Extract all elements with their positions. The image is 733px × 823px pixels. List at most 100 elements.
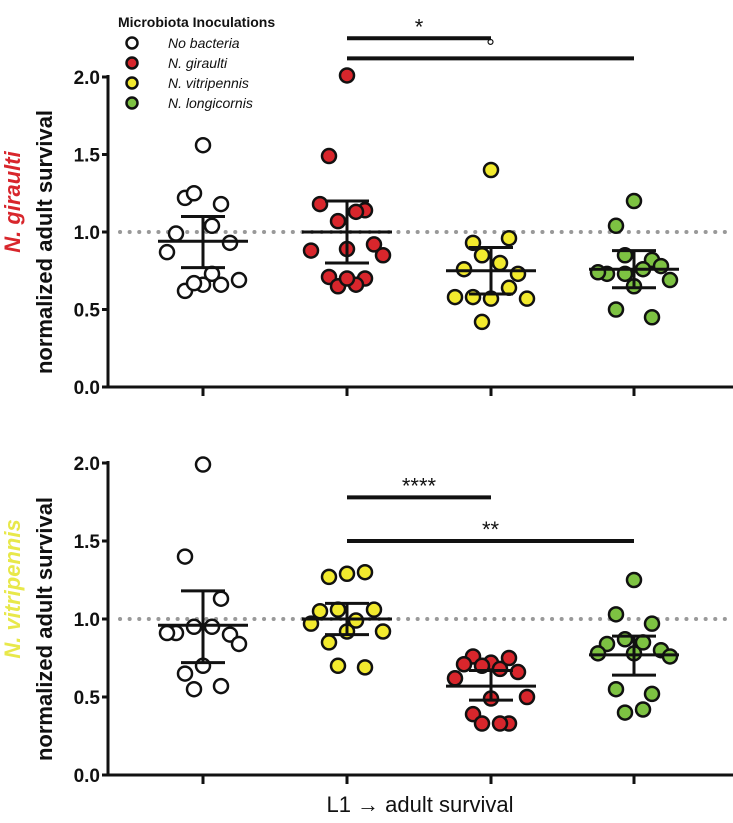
data-point bbox=[212, 276, 230, 293]
data-point bbox=[203, 217, 221, 235]
legend-item-label: N. longicornis bbox=[168, 95, 253, 111]
data-point bbox=[652, 257, 670, 275]
data-point bbox=[302, 242, 320, 259]
significance-label: **** bbox=[402, 473, 437, 498]
data-point bbox=[185, 680, 203, 698]
data-point bbox=[311, 602, 329, 620]
y-axis-label: normalized adult survival bbox=[32, 110, 57, 374]
data-point bbox=[329, 657, 347, 675]
data-point bbox=[625, 192, 643, 210]
data-point bbox=[176, 548, 194, 565]
data-point bbox=[356, 659, 374, 676]
group-n-giraulti bbox=[446, 648, 536, 732]
species-label: N. giraulti bbox=[0, 150, 25, 252]
data-point bbox=[455, 655, 473, 673]
y-tick-label: 0.5 bbox=[74, 301, 101, 322]
data-point bbox=[589, 264, 607, 281]
data-point bbox=[509, 265, 527, 283]
data-point bbox=[356, 563, 374, 581]
y-tick-label: 1.0 bbox=[74, 223, 100, 244]
data-point bbox=[491, 254, 509, 272]
data-point bbox=[482, 161, 500, 179]
data-point bbox=[167, 225, 185, 242]
data-point bbox=[455, 260, 473, 278]
legend: Microbiota Inoculations No bacteria N. gi… bbox=[118, 14, 275, 111]
y-tick-label: 0.0 bbox=[74, 766, 100, 787]
data-point bbox=[446, 670, 464, 687]
y-tick-label: 1.5 bbox=[74, 146, 101, 167]
data-point bbox=[365, 601, 383, 618]
data-point bbox=[185, 274, 203, 292]
group-n-vitripennis bbox=[446, 161, 536, 331]
y-tick-label: 0.5 bbox=[74, 688, 101, 709]
data-point bbox=[589, 645, 607, 662]
data-point bbox=[347, 203, 365, 221]
data-point bbox=[338, 270, 356, 287]
data-point bbox=[473, 247, 491, 264]
panels: 0.0 0.5 1.0 1.5 2.0 normalized adult survival… bbox=[0, 14, 733, 787]
group-n-longicornis bbox=[589, 571, 679, 721]
data-point bbox=[374, 623, 392, 640]
panel-2: 0.0 0.5 1.0 1.5 2.0 normalized adult survival… bbox=[0, 454, 733, 787]
species-label: N. vitripennis bbox=[0, 519, 25, 658]
group-n-vitripennis bbox=[302, 563, 392, 676]
data-point bbox=[661, 648, 679, 665]
data-point bbox=[230, 271, 248, 289]
data-point bbox=[374, 247, 392, 264]
legend-item-label: No bacteria bbox=[168, 35, 240, 51]
group-no-bacteria bbox=[158, 136, 248, 300]
legend-item-label: N. vitripennis bbox=[168, 75, 249, 91]
legend-item-label: N. giraulti bbox=[168, 55, 228, 71]
legend-marker bbox=[125, 56, 139, 70]
data-point bbox=[347, 612, 365, 629]
data-point bbox=[176, 665, 194, 682]
data-point bbox=[643, 685, 661, 703]
y-tick-label: 1.5 bbox=[74, 532, 101, 553]
data-point bbox=[212, 195, 230, 213]
group-no-bacteria bbox=[158, 456, 248, 698]
data-point bbox=[185, 185, 203, 202]
data-point bbox=[212, 590, 230, 607]
legend-title: Microbiota Inoculations bbox=[118, 14, 275, 30]
data-point bbox=[607, 606, 625, 623]
x-axis-label: L1 → adult survival bbox=[326, 792, 513, 817]
significance-label: ° bbox=[486, 34, 495, 59]
data-point bbox=[446, 288, 464, 306]
data-point bbox=[230, 635, 248, 653]
data-point bbox=[661, 271, 679, 289]
data-point bbox=[643, 615, 661, 632]
data-point bbox=[365, 236, 383, 253]
data-point bbox=[607, 680, 625, 698]
data-point bbox=[473, 313, 491, 331]
data-point bbox=[203, 618, 221, 636]
data-point bbox=[329, 212, 347, 230]
data-point bbox=[158, 243, 176, 261]
data-point bbox=[643, 309, 661, 326]
data-point bbox=[500, 229, 518, 247]
data-point bbox=[185, 618, 203, 636]
data-point bbox=[616, 631, 634, 648]
group-n-longicornis bbox=[589, 192, 679, 326]
data-point bbox=[518, 290, 536, 307]
y-tick-label: 2.0 bbox=[74, 454, 100, 475]
data-point bbox=[607, 301, 625, 318]
data-point bbox=[194, 136, 212, 154]
data-point bbox=[491, 660, 509, 678]
data-point bbox=[616, 704, 634, 721]
data-point bbox=[518, 688, 536, 706]
data-point bbox=[311, 195, 329, 213]
y-tick-label: 2.0 bbox=[74, 68, 100, 89]
data-point bbox=[464, 288, 482, 306]
data-point bbox=[212, 677, 230, 695]
significance-label: * bbox=[415, 14, 424, 39]
data-point bbox=[320, 634, 338, 651]
data-point bbox=[509, 663, 527, 681]
y-tick-label: 1.0 bbox=[74, 610, 100, 631]
data-point bbox=[491, 715, 509, 732]
legend-marker bbox=[125, 36, 139, 50]
data-point bbox=[625, 571, 643, 589]
data-point bbox=[607, 217, 625, 235]
data-point bbox=[500, 649, 518, 667]
y-tick-label: 0.0 bbox=[74, 378, 100, 399]
